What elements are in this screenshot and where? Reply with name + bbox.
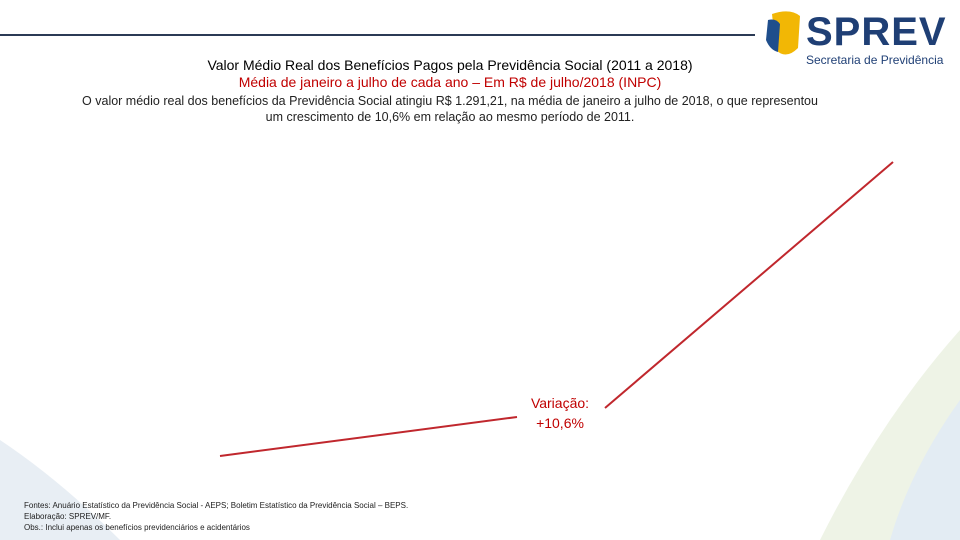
title: Valor Médio Real dos Benefícios Pagos pe… (207, 57, 693, 73)
corner-shape (0, 440, 120, 540)
corner-shape (890, 400, 960, 540)
summary-line: um crescimento de 10,6% em relação ao me… (265, 110, 635, 124)
footnote: Obs.: Inclui apenas os benefícios previd… (24, 523, 250, 532)
annotation: +10,6% (536, 415, 584, 431)
logo-shield (772, 11, 800, 55)
annotation: Variação: (530, 395, 590, 411)
footnote: Elaboração: SPREV/MF. (24, 512, 112, 521)
trend-line (604, 161, 894, 409)
logo-name: SPREV (806, 10, 947, 54)
footnote: Fontes: Anuário Estatístico da Previdênc… (24, 501, 409, 510)
logo-subtitle: Secretaria de Previdência (806, 53, 944, 67)
summary-line: O valor médio real dos benefícios da Pre… (82, 94, 818, 108)
trend-line (219, 416, 518, 457)
subtitle: Média de janeiro a julho de cada ano – E… (238, 74, 662, 90)
logo-shield (766, 19, 780, 52)
